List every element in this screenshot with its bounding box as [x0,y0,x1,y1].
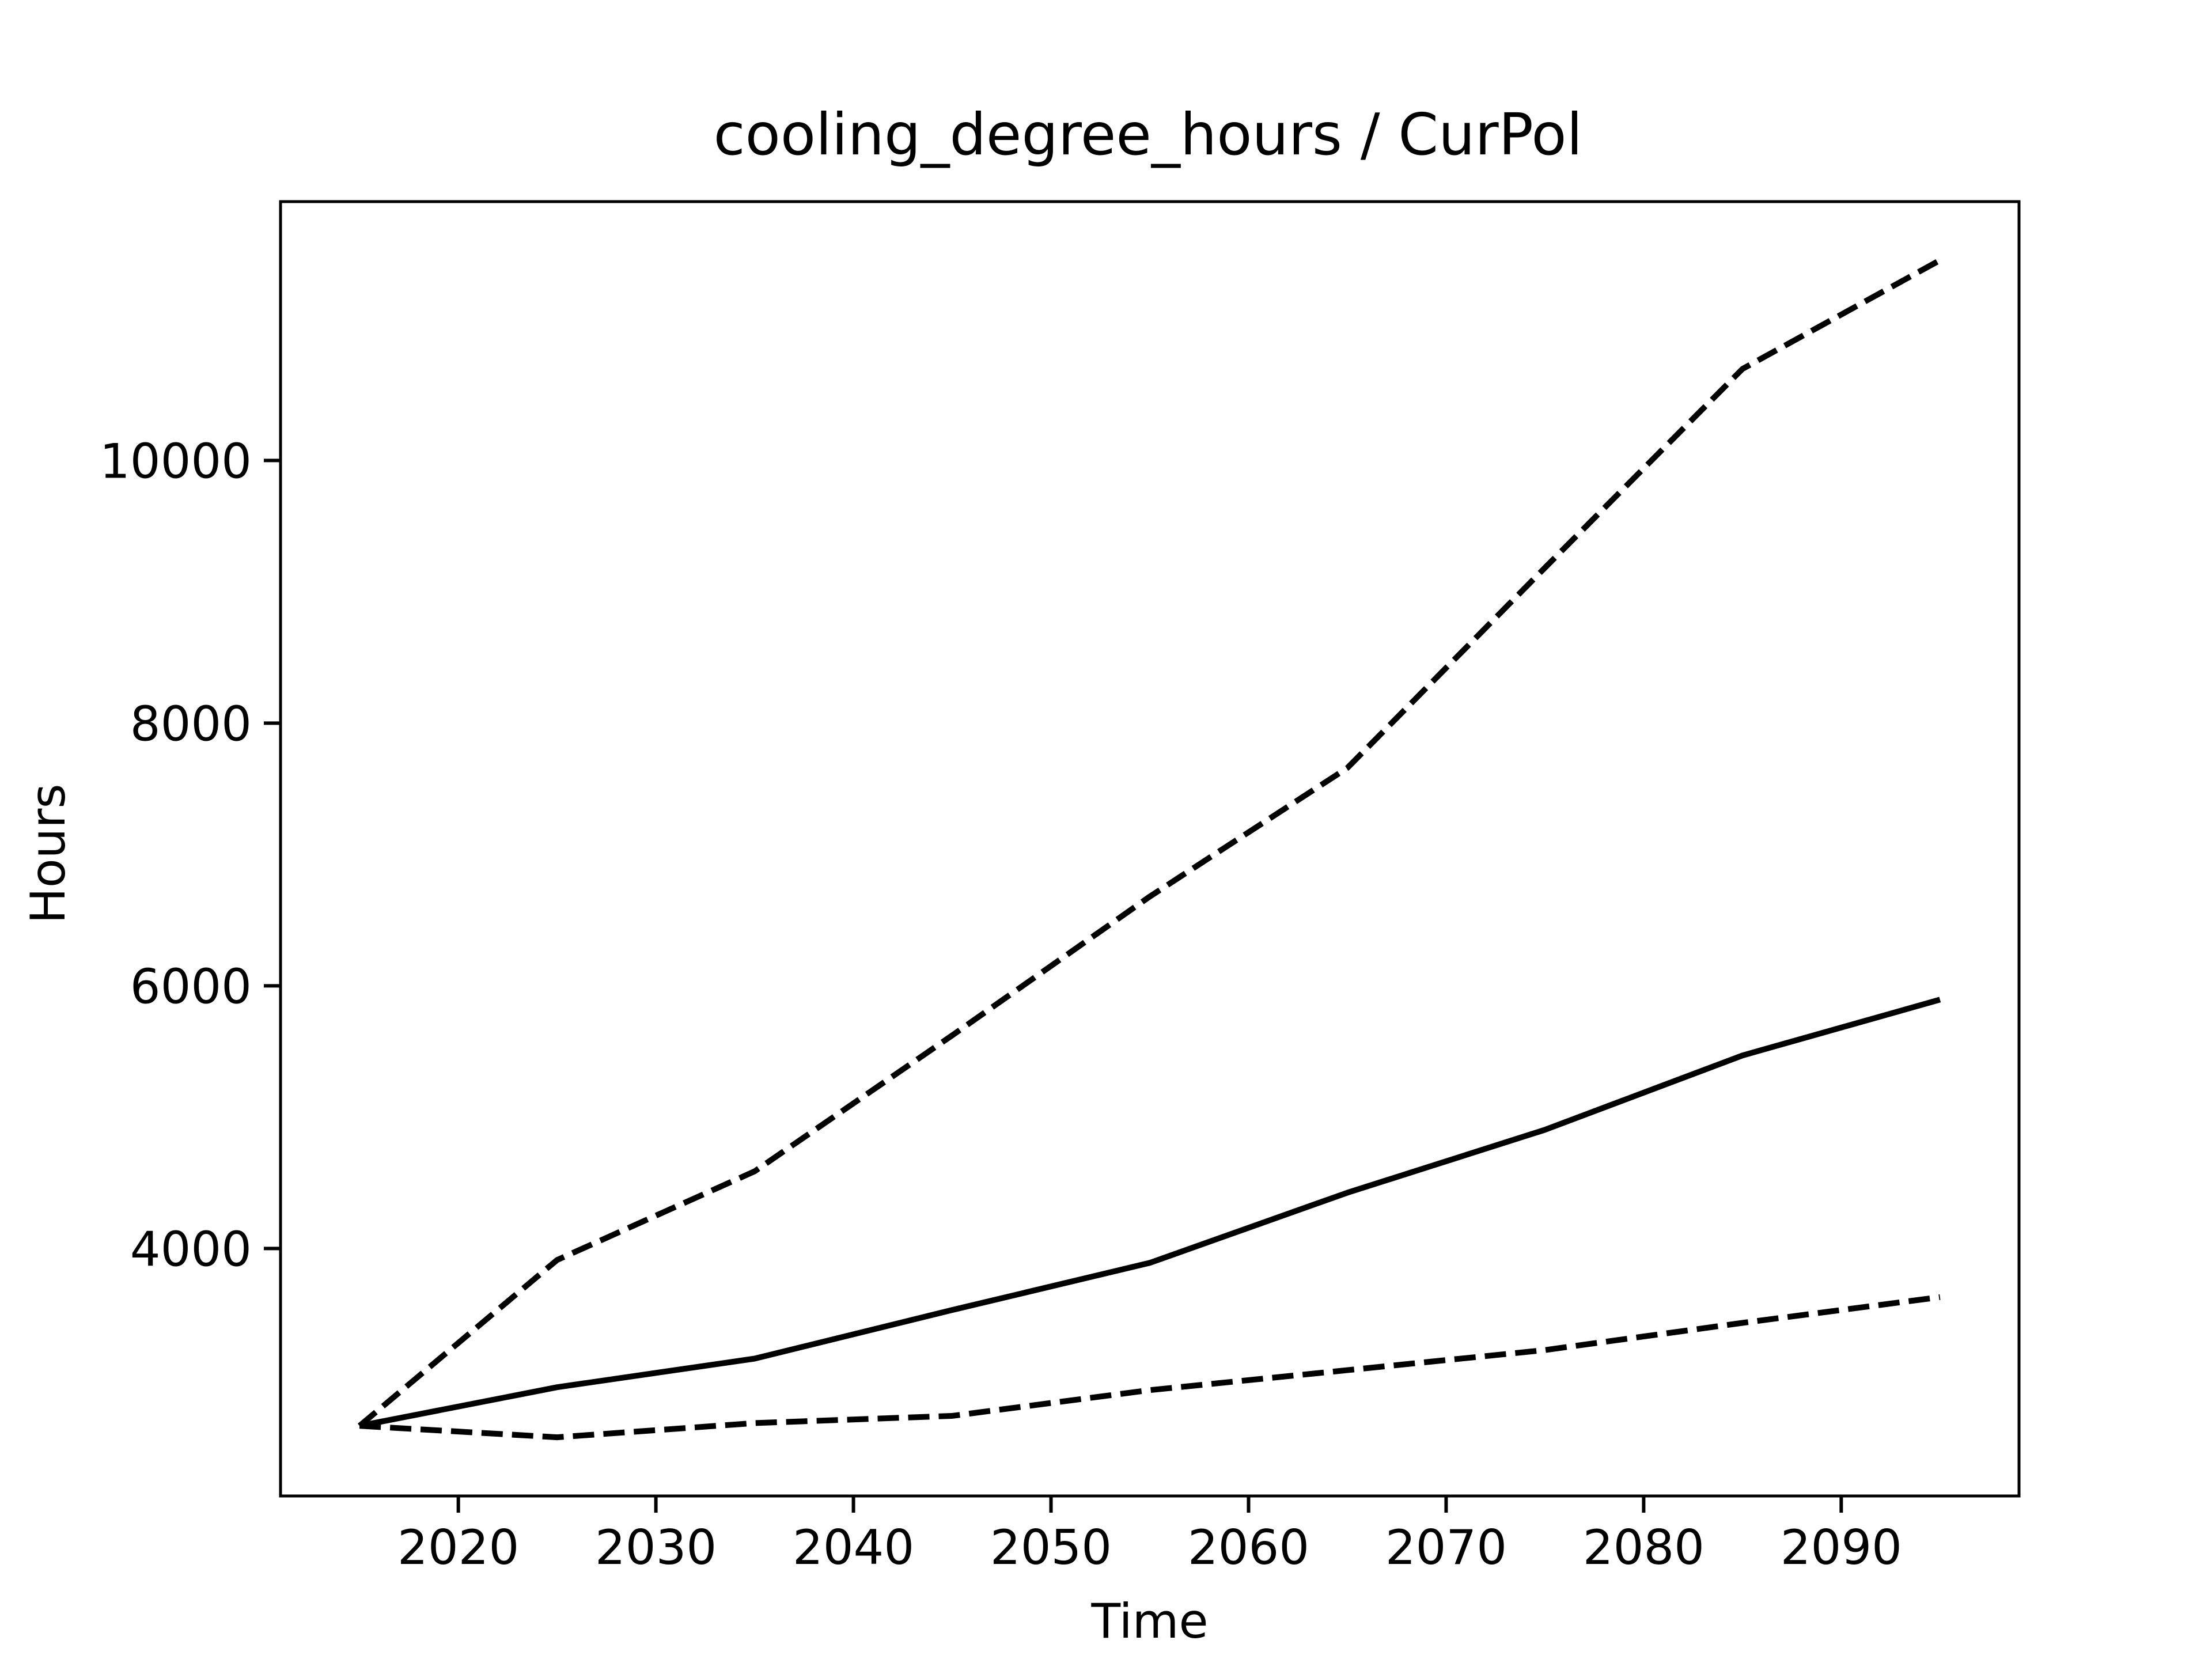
x-tick-label: 2070 [1385,1520,1507,1575]
line-series [359,997,1941,1429]
line-series [357,257,1942,1429]
x-tick-label: 2090 [1781,1520,1902,1575]
line-series [359,1294,1941,1441]
x-tick-label: 2040 [793,1520,914,1575]
y-tick-label: 10000 [100,433,252,489]
x-tick-label: 2050 [990,1520,1112,1575]
chart-title: cooling_degree_hours / CurPol [714,101,1583,168]
plot-frame [279,200,2021,1498]
x-tick-label: 2080 [1583,1520,1705,1575]
x-axis-label: Time [1090,1593,1208,1649]
y-tick-label: 6000 [130,959,252,1014]
y-axis-label: Hours [20,783,76,923]
x-tick-label: 2030 [595,1520,717,1575]
x-tick-label: 2020 [397,1520,519,1575]
x-tick-label: 2060 [1188,1520,1309,1575]
y-tick-label: 4000 [130,1221,252,1277]
y-tick-label: 8000 [130,696,252,752]
